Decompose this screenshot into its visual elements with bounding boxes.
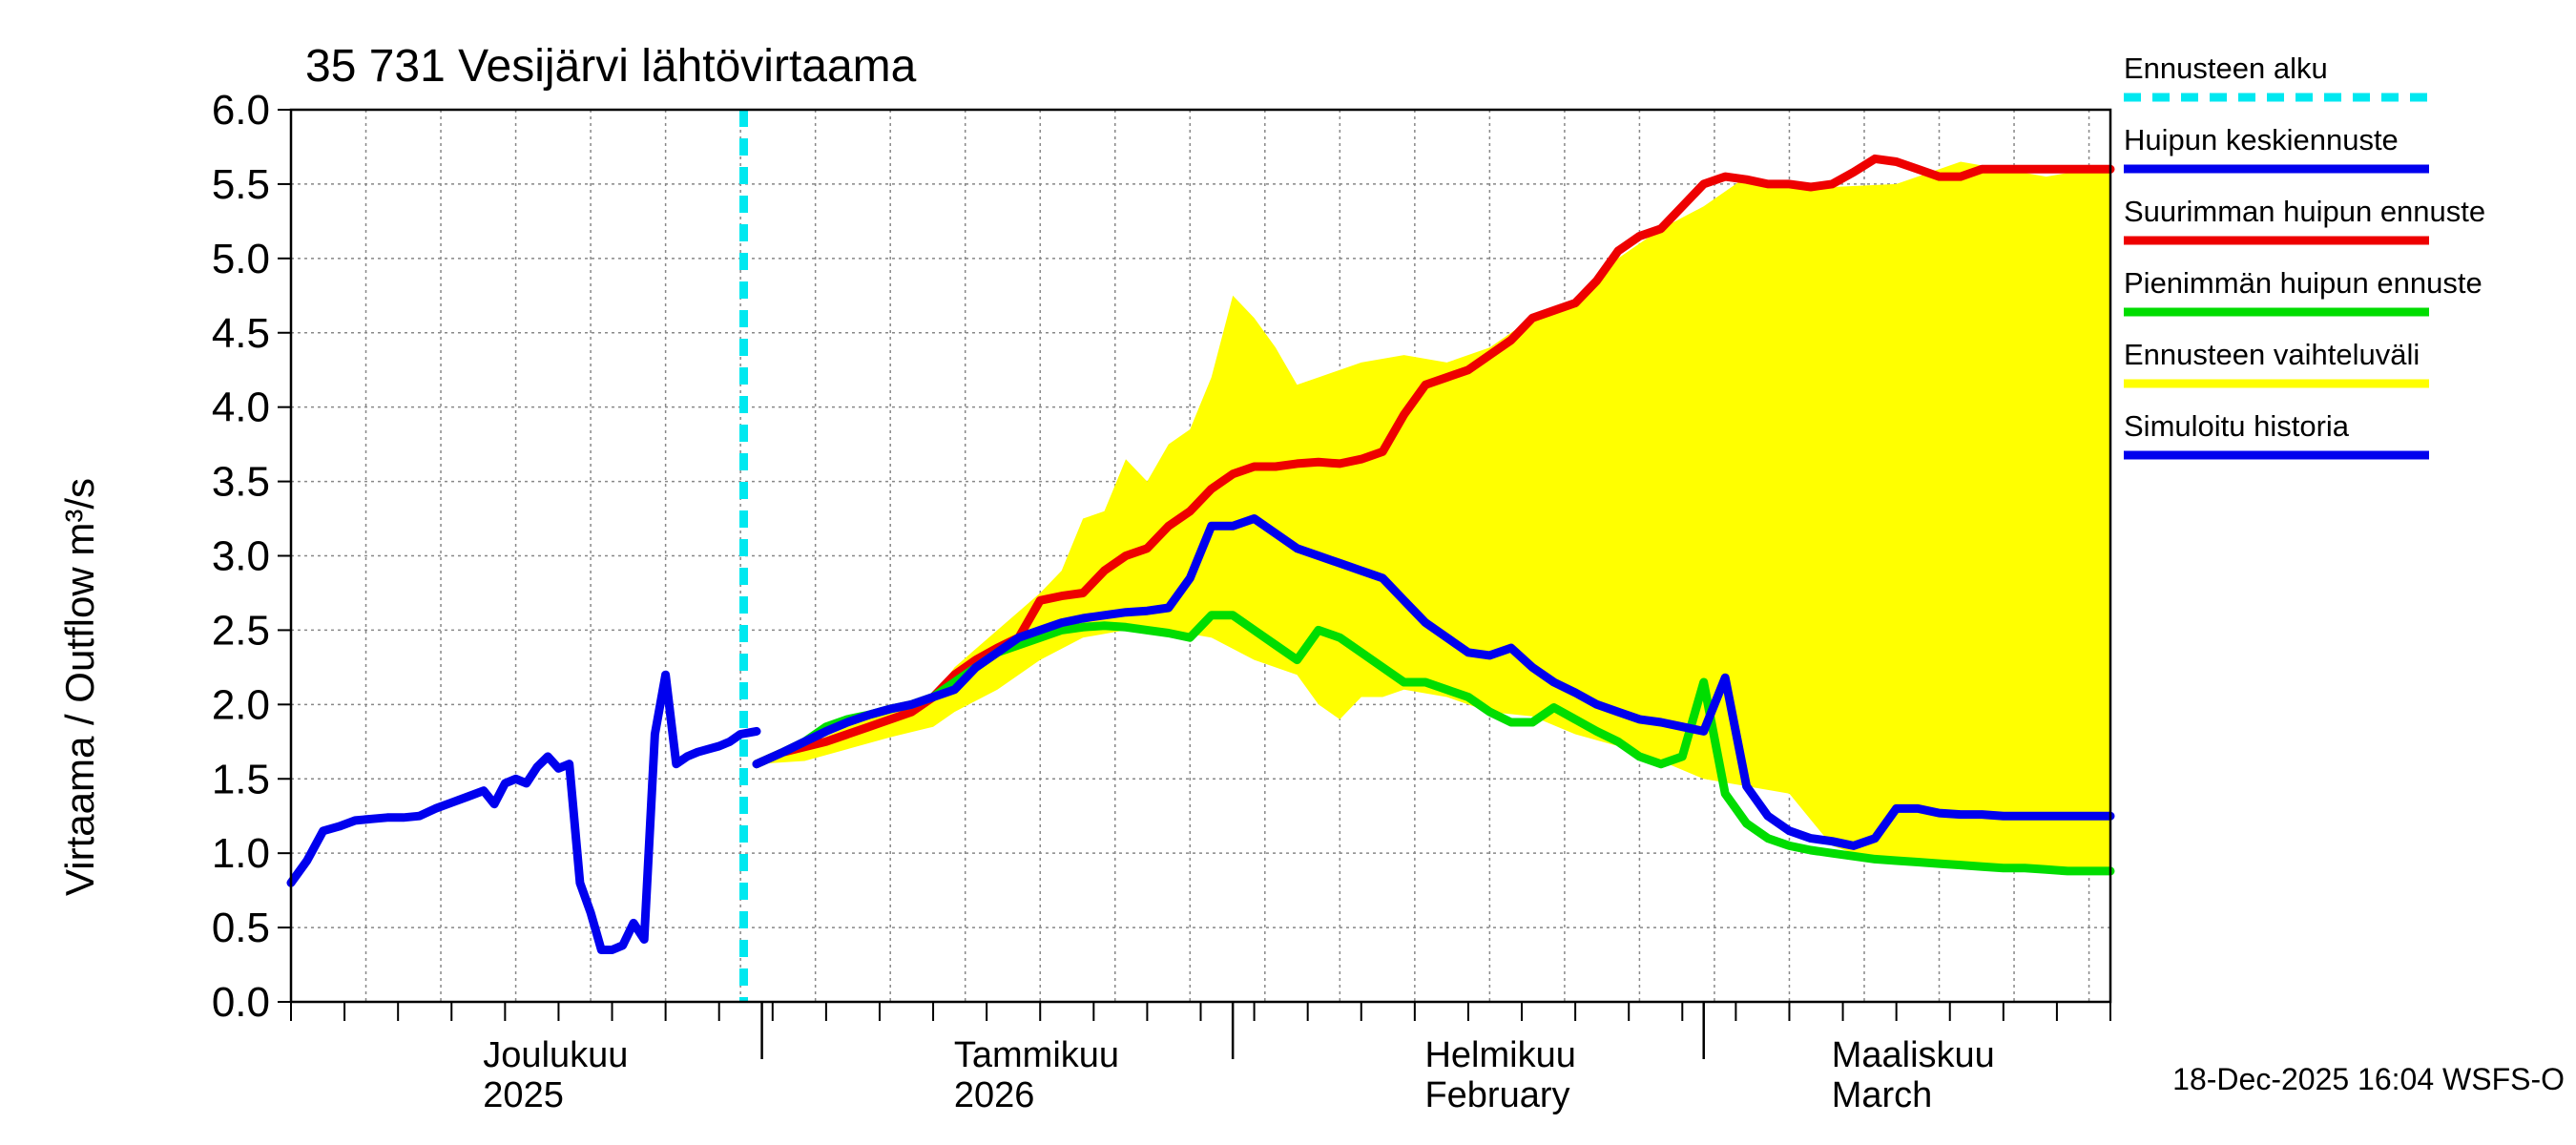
y-tick-label: 1.0 [212,830,270,877]
month-label: Joulukuu [483,1035,628,1075]
y-tick-label: 1.5 [212,756,270,802]
legend-label-history: Simuloitu historia [2124,409,2350,443]
series-max-line [752,154,2115,769]
series-lines [286,110,2115,1002]
month-sublabel: February [1424,1075,1569,1115]
month-sublabel: 2025 [483,1075,564,1115]
legend-label-range: Ennusteen vaihteluväli [2124,338,2420,371]
y-axis-label: Virtaama / Outflow m³/s [57,478,102,896]
chart-title: 35 731 Vesijärvi lähtövirtaama [305,41,917,92]
month-label: Helmikuu [1424,1035,1575,1075]
y-tick-label: 0.0 [212,979,270,1026]
y-tick-label: 5.5 [212,161,270,208]
y-tick-label: 3.0 [212,533,270,580]
forecast-range-band [757,161,2110,871]
y-tick-label: 5.0 [212,236,270,282]
legend-label-start: Ennusteen alku [2124,52,2328,85]
legend-label-max: Suurimman huipun ennuste [2124,195,2485,228]
timestamp: 18-Dec-2025 16:04 WSFS-O [2172,1062,2565,1096]
month-sublabel: 2026 [954,1075,1035,1115]
legend-label-mean: Huipun keskiennuste [2124,123,2399,156]
series-mean-line [752,514,2115,850]
y-tick-label: 4.0 [212,385,270,431]
y-tick-label: 6.0 [212,87,270,134]
y-tick-label: 2.5 [212,607,270,654]
y-tick-label: 4.5 [212,310,270,357]
legend-label-min: Pienimmän huipun ennuste [2124,266,2483,300]
forecast-range-area [757,161,2110,871]
month-sublabel: March [1832,1075,1933,1115]
legend: Ennusteen alku Huipun keskiennuste Suurimm… [2124,52,2485,460]
month-label: Tammikuu [954,1035,1119,1075]
y-tick-label: 3.5 [212,459,270,506]
plot-frame [289,108,2112,1004]
axes: 0.0 0.5 1.0 1.5 2.0 2.5 3.0 3.5 4.0 4.5 5.0 5.5 6.0 J… [212,87,2112,1115]
series-history-line [286,670,761,954]
y-tick-label: 0.5 [212,905,270,951]
y-tick-label: 2.0 [212,681,270,728]
month-label: Maaliskuu [1832,1035,1995,1075]
